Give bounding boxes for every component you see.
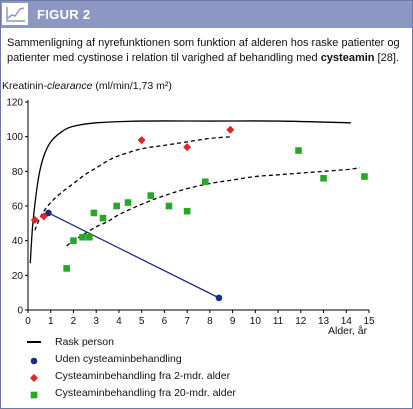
legend-circle-symbol <box>30 357 38 365</box>
square-data-point <box>202 178 209 186</box>
legend-marker <box>30 374 38 382</box>
figure-header: FIGUR 2 <box>1 1 412 28</box>
legend-item: Uden cysteaminbehandling <box>25 352 405 369</box>
x-tick-label: 5 <box>139 316 145 327</box>
x-tick-label: 10 <box>250 316 262 327</box>
x-tick-label: 0 <box>25 316 31 327</box>
y-axis-label-suffix: (ml/min/1,73 m²) <box>92 80 171 92</box>
square-data-point <box>79 233 86 241</box>
square-data-point <box>63 265 70 272</box>
x-tick-label: 4 <box>116 316 122 327</box>
y-tick-label: 80 <box>12 167 24 178</box>
x-tick-label: 2 <box>71 316 77 327</box>
x-tick-label: 8 <box>207 316 213 327</box>
x-tick-label: 14 <box>341 316 353 327</box>
chart-plot: Kreatinin-clearance (ml/min/1,73 m²) 020… <box>2 80 375 336</box>
y-tick-label: 120 <box>6 98 23 109</box>
diamond-data-point <box>137 136 146 145</box>
legend-label: Cysteaminbehandling fra 2-mdr. alder <box>55 370 231 382</box>
square-data-point <box>361 173 368 180</box>
figure-label: FIGUR 2 <box>37 7 91 22</box>
y-axis-label-prefix: Kreatinin- <box>2 80 47 92</box>
square-data-point <box>70 237 77 244</box>
legend-item: Cysteaminbehandling fra 20-mdr. alder <box>25 386 405 403</box>
x-tick-label: 3 <box>93 316 99 327</box>
diamond-data-point <box>39 212 48 221</box>
chart-series-layer <box>29 120 368 302</box>
x-axis-label: Alder, år <box>328 325 368 336</box>
chart-legend: Rask person Uden cysteaminbehandling Cyste… <box>25 335 405 403</box>
legend-square-symbol <box>30 391 38 399</box>
diamond-data-point <box>30 215 39 224</box>
dashed-curve-1 <box>34 136 233 231</box>
x-tick-label: 7 <box>184 316 190 327</box>
legend-diamond-symbol <box>30 374 38 382</box>
y-tick-label: 0 <box>17 306 23 317</box>
y-tick-label: 100 <box>6 132 23 143</box>
x-tick-label: 13 <box>318 316 330 327</box>
square-data-point <box>90 209 98 217</box>
caption-text: Sammenligning af nyrefunktionen som funk… <box>7 37 400 64</box>
square-data-point <box>99 214 107 222</box>
healthy-curve <box>29 120 351 264</box>
y-tick-label: 60 <box>12 202 24 213</box>
circle-data-point <box>215 294 223 302</box>
legend-label: Uden cysteaminbehandling <box>55 353 182 365</box>
circle-data-point <box>45 209 52 217</box>
y-axis-label-italic: clearance <box>47 80 93 92</box>
x-tick-label: 11 <box>273 316 284 327</box>
legend-line-symbol <box>27 341 41 343</box>
square-data-point <box>295 147 302 154</box>
square-data-point <box>113 202 120 210</box>
x-tick-label: 12 <box>295 316 307 327</box>
diamond-data-point <box>226 125 235 134</box>
dashed-curve-2 <box>66 167 360 247</box>
y-tick-label: 20 <box>12 271 24 282</box>
square-data-point <box>165 202 173 210</box>
x-tick-label: 1 <box>48 316 54 327</box>
legend-item: Rask person <box>25 335 405 352</box>
legend-item: Cysteaminbehandling fra 2-mdr. alder <box>25 369 405 386</box>
x-tick-label: 9 <box>230 316 236 327</box>
untreated-connector-line <box>48 212 220 299</box>
legend-label: Rask person <box>55 336 114 348</box>
legend-marker <box>30 357 38 365</box>
square-data-point <box>147 192 155 199</box>
square-data-point <box>183 207 191 215</box>
square-data-point <box>124 199 132 206</box>
legend-label: Cysteaminbehandling fra 20-mdr. alder <box>55 387 236 399</box>
x-tick-label: 15 <box>363 316 375 327</box>
caption-bold-term: cysteamin <box>320 52 375 64</box>
y-tick-label: 40 <box>12 236 24 247</box>
diamond-data-point <box>183 143 192 152</box>
legend-marker <box>30 391 38 399</box>
square-data-point <box>86 233 93 241</box>
y-axis-label: Kreatinin-clearance (ml/min/1,73 m²) <box>2 80 172 92</box>
line-chart-icon <box>2 3 28 25</box>
square-data-point <box>320 174 327 182</box>
figure-caption: Sammenligning af nyrefunktionen som funk… <box>7 36 407 66</box>
x-tick-label: 6 <box>162 316 168 327</box>
caption-reference: [28]. <box>374 52 399 64</box>
